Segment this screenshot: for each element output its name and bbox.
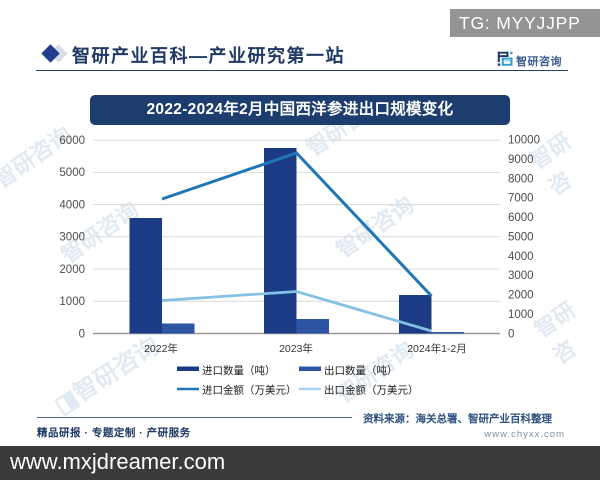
svg-text:1000: 1000 bbox=[508, 309, 534, 321]
svg-text:6000: 6000 bbox=[59, 135, 85, 147]
svg-text:3000: 3000 bbox=[59, 232, 85, 244]
svg-text:进口金额（万美元）: 进口金额（万美元） bbox=[202, 384, 297, 397]
svg-text:6000: 6000 bbox=[508, 212, 534, 224]
svg-text:10000: 10000 bbox=[508, 135, 540, 147]
svg-text:2000: 2000 bbox=[508, 290, 534, 302]
svg-text:进口数量（吨）: 进口数量（吨） bbox=[202, 364, 276, 377]
svg-text:8000: 8000 bbox=[508, 173, 534, 185]
svg-text:5000: 5000 bbox=[508, 231, 534, 243]
svg-text:2023年: 2023年 bbox=[279, 342, 313, 355]
svg-text:出口数量（吨）: 出口数量（吨） bbox=[324, 364, 398, 377]
svg-text:3000: 3000 bbox=[508, 270, 534, 282]
svg-text:9000: 9000 bbox=[508, 154, 534, 166]
svg-text:2022年: 2022年 bbox=[144, 342, 178, 355]
svg-text:0: 0 bbox=[79, 328, 85, 340]
svg-text:2024年1-2月: 2024年1-2月 bbox=[407, 342, 467, 355]
svg-text:4000: 4000 bbox=[508, 251, 534, 263]
svg-text:2000: 2000 bbox=[59, 264, 85, 276]
svg-text:1000: 1000 bbox=[59, 296, 85, 308]
svg-text:4000: 4000 bbox=[59, 199, 85, 211]
svg-text:出口金额（万美元）: 出口金额（万美元） bbox=[324, 384, 419, 397]
svg-text:7000: 7000 bbox=[508, 193, 534, 205]
svg-text:5000: 5000 bbox=[59, 167, 85, 179]
svg-text:0: 0 bbox=[508, 328, 514, 340]
